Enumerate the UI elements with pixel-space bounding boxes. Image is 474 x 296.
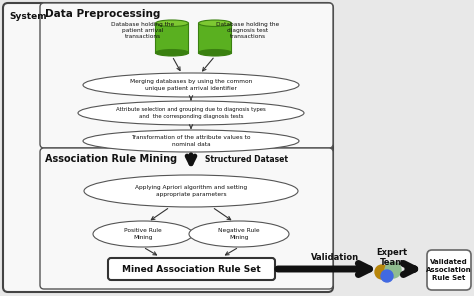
- Ellipse shape: [189, 221, 289, 247]
- Ellipse shape: [155, 20, 189, 26]
- Text: Structured Dataset: Structured Dataset: [205, 155, 288, 165]
- FancyBboxPatch shape: [40, 148, 333, 289]
- Text: Association Rule Mining: Association Rule Mining: [45, 154, 177, 164]
- Text: Validation: Validation: [311, 252, 359, 261]
- FancyBboxPatch shape: [108, 258, 275, 280]
- Text: Transformation of the attribute values to
nominal data: Transformation of the attribute values t…: [131, 135, 251, 147]
- Ellipse shape: [78, 101, 304, 125]
- Text: Validated
Association
Rule Set: Validated Association Rule Set: [426, 260, 472, 281]
- Text: Expert
Team: Expert Team: [376, 248, 408, 267]
- FancyBboxPatch shape: [427, 250, 471, 290]
- Circle shape: [381, 270, 393, 282]
- Text: Data Preprocessing: Data Preprocessing: [45, 9, 160, 19]
- Bar: [155, 23, 189, 53]
- Text: Applying Apriori algorithm and setting
appropriate parameters: Applying Apriori algorithm and setting a…: [135, 185, 247, 197]
- Text: Positive Rule
Mining: Positive Rule Mining: [124, 229, 162, 239]
- Text: Merging databases by using the common
unique patient arrival identifier: Merging databases by using the common un…: [130, 79, 252, 91]
- Bar: [199, 23, 231, 53]
- Text: Database holding the
diagnosis test
transactions: Database holding the diagnosis test tran…: [216, 22, 280, 38]
- Ellipse shape: [83, 130, 299, 152]
- Ellipse shape: [93, 221, 193, 247]
- Circle shape: [375, 265, 389, 279]
- Ellipse shape: [155, 49, 189, 56]
- Text: Attribute selection and grouping due to diagnosis types
and  the corresponding d: Attribute selection and grouping due to …: [116, 107, 266, 119]
- Ellipse shape: [83, 73, 299, 97]
- Text: Mined Association Rule Set: Mined Association Rule Set: [122, 265, 261, 274]
- Ellipse shape: [199, 20, 231, 26]
- Circle shape: [385, 262, 401, 278]
- Text: System: System: [9, 12, 46, 21]
- Text: Database holding the
patient arrival
transactions: Database holding the patient arrival tra…: [111, 22, 174, 38]
- FancyBboxPatch shape: [3, 3, 333, 292]
- Ellipse shape: [199, 49, 231, 56]
- Text: Negative Rule
Mining: Negative Rule Mining: [218, 229, 260, 239]
- FancyBboxPatch shape: [40, 3, 333, 148]
- Ellipse shape: [84, 175, 298, 207]
